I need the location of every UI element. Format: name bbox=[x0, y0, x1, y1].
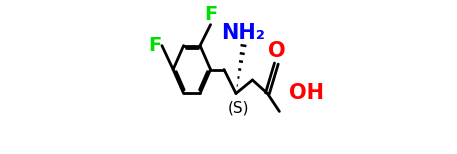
Text: NH₂: NH₂ bbox=[222, 23, 266, 43]
Text: F: F bbox=[204, 5, 217, 24]
Text: O: O bbox=[267, 41, 285, 61]
Text: (S): (S) bbox=[228, 101, 249, 116]
Text: OH: OH bbox=[289, 83, 324, 103]
Text: F: F bbox=[148, 36, 161, 55]
